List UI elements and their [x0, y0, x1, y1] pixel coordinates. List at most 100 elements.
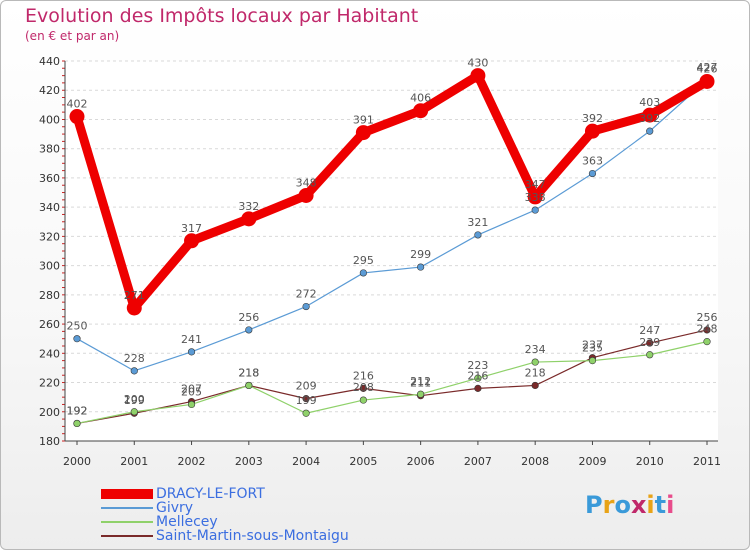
data-label-2: 223 — [467, 359, 488, 372]
y-tick-label: 440 — [39, 55, 60, 68]
data-label-2: 208 — [353, 381, 374, 394]
data-label-3: 237 — [582, 339, 603, 352]
data-label-0: 402 — [67, 98, 88, 111]
data-point-2 — [130, 408, 138, 416]
series-line-1 — [76, 79, 708, 372]
data-label-2: 212 — [410, 375, 431, 388]
chart-title: Evolution des Impôts locaux par Habitant — [25, 5, 419, 27]
data-label-0: 347 — [525, 178, 546, 191]
legend-swatch-dracy — [101, 489, 153, 499]
data-point-1 — [531, 206, 539, 214]
data-point-2 — [588, 357, 597, 365]
data-point-0 — [699, 73, 715, 89]
data-point-2 — [646, 351, 654, 359]
logo-letter: r — [602, 491, 615, 519]
data-point-2 — [187, 400, 196, 409]
legend-label-mellecey: Mellecey — [156, 514, 218, 530]
x-tick-label: 2011 — [693, 455, 721, 468]
y-tick-label: 420 — [39, 84, 60, 97]
data-point-2 — [474, 374, 482, 382]
x-tick-label: 2009 — [578, 455, 606, 468]
data-label-2: 234 — [525, 343, 546, 356]
data-label-2: 199 — [296, 394, 317, 407]
data-label-0: 403 — [639, 96, 660, 109]
data-label-1: 295 — [353, 254, 374, 267]
y-tick-label: 260 — [39, 318, 60, 331]
data-label-1: 272 — [296, 288, 317, 301]
data-label-2: 200 — [124, 393, 145, 406]
data-label-3: 211 — [410, 377, 431, 390]
data-point-2 — [703, 338, 711, 346]
data-label-1: 256 — [238, 311, 259, 324]
data-label-0: 348 — [296, 176, 317, 189]
legend-swatch-mellecey — [101, 521, 153, 523]
legend-label-dracy: DRACY-LE-FORT — [156, 486, 265, 502]
data-label-2: 239 — [639, 336, 660, 349]
data-point-0 — [527, 189, 543, 205]
legend-label-saint-martin: Saint-Martin-sous-Montaigu — [156, 528, 349, 544]
data-label-2: 192 — [67, 404, 88, 417]
logo-letter: i — [666, 491, 675, 519]
x-tick-label: 2002 — [178, 455, 206, 468]
data-point-2 — [359, 396, 367, 404]
data-label-3: 209 — [296, 380, 317, 393]
y-tick-label: 400 — [39, 113, 60, 126]
data-label-2: 218 — [238, 366, 259, 379]
data-label-2: 205 — [181, 385, 202, 398]
logo-letter: t — [654, 491, 667, 519]
y-tick-label: 380 — [39, 143, 60, 156]
y-tick-label: 240 — [39, 347, 60, 360]
x-tick-label: 2008 — [521, 455, 549, 468]
y-tick-label: 180 — [39, 435, 60, 448]
data-point-2 — [417, 390, 425, 398]
data-label-0: 392 — [582, 112, 603, 125]
data-point-1 — [245, 326, 253, 334]
data-label-1: 338 — [525, 191, 546, 204]
data-point-3 — [359, 384, 367, 392]
y-tick-label: 320 — [39, 230, 60, 243]
y-tick-label: 360 — [39, 172, 60, 185]
data-label-1: 363 — [582, 155, 603, 168]
x-tick-label: 2006 — [407, 455, 435, 468]
data-label-3: 218 — [238, 366, 259, 379]
data-point-3 — [703, 326, 711, 334]
data-label-3: 207 — [181, 383, 202, 396]
data-point-3 — [646, 339, 654, 347]
x-tick-label: 2000 — [63, 455, 91, 468]
data-point-0 — [126, 300, 142, 316]
data-label-1: 299 — [410, 248, 431, 261]
y-tick-label: 200 — [39, 406, 60, 419]
data-label-3: 256 — [697, 311, 718, 324]
logo-letter: P — [585, 491, 603, 519]
x-tick-label: 2007 — [464, 455, 492, 468]
chart-subtitle: (en € et par an) — [25, 29, 120, 43]
data-point-1 — [359, 269, 367, 277]
data-point-0 — [642, 107, 658, 123]
data-point-0 — [413, 103, 429, 119]
data-label-1: 321 — [467, 216, 488, 229]
data-point-1 — [130, 367, 138, 375]
logo-letter: o — [614, 491, 631, 519]
data-point-2 — [302, 409, 310, 417]
data-point-0 — [355, 125, 371, 141]
data-label-2: 235 — [582, 342, 603, 355]
data-label-1: 427 — [697, 61, 718, 74]
data-label-3: 218 — [525, 366, 546, 379]
data-label-1: 250 — [67, 320, 88, 333]
data-point-2 — [531, 358, 539, 366]
data-label-1: 241 — [181, 333, 202, 346]
data-point-2 — [245, 381, 253, 390]
series-line-2 — [76, 341, 708, 425]
data-label-1: 392 — [639, 112, 660, 125]
data-point-0 — [584, 123, 600, 139]
data-point-0 — [184, 233, 200, 249]
x-tick-label: 2003 — [235, 455, 263, 468]
x-tick-label: 2001 — [120, 455, 148, 468]
y-tick-label: 220 — [39, 377, 60, 390]
logo-letter: i — [646, 491, 655, 519]
y-tick-label: 280 — [39, 289, 60, 302]
data-point-3 — [531, 381, 539, 390]
series-line-3 — [76, 329, 708, 425]
